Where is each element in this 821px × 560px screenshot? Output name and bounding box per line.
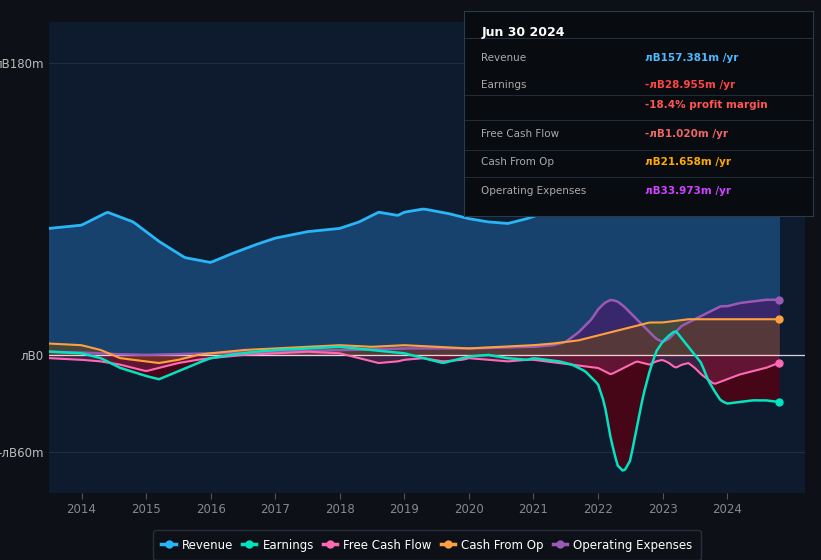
Text: Earnings: Earnings [481,80,527,90]
Text: Jun 30 2024: Jun 30 2024 [481,26,565,39]
Text: лB21.658m /yr: лB21.658m /yr [645,157,732,167]
Text: -лB28.955m /yr: -лB28.955m /yr [645,80,736,90]
Text: Operating Expenses: Operating Expenses [481,186,586,196]
Text: лB157.381m /yr: лB157.381m /yr [645,53,739,63]
Text: Cash From Op: Cash From Op [481,157,554,167]
Legend: Revenue, Earnings, Free Cash Flow, Cash From Op, Operating Expenses: Revenue, Earnings, Free Cash Flow, Cash … [154,530,700,560]
Text: Free Cash Flow: Free Cash Flow [481,129,559,139]
Text: -18.4% profit margin: -18.4% profit margin [645,100,768,110]
Text: -лB1.020m /yr: -лB1.020m /yr [645,129,728,139]
Text: Revenue: Revenue [481,53,526,63]
Text: лB33.973m /yr: лB33.973m /yr [645,186,732,196]
